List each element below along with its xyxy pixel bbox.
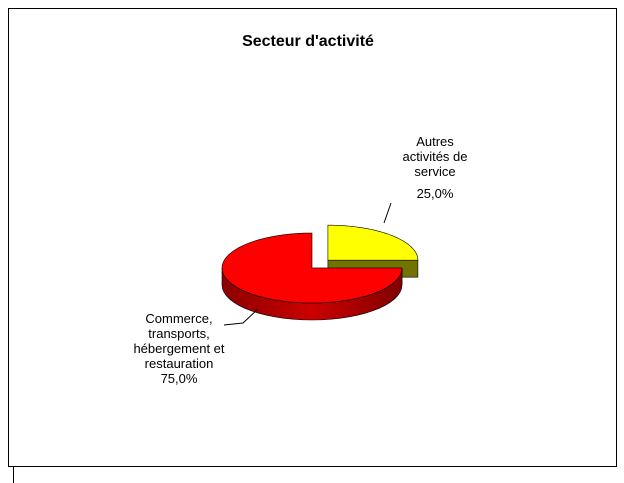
category-label: Commerce, transports, hébergement et res… [133, 311, 225, 371]
value-label: 75,0% [160, 371, 198, 386]
leader-line [383, 202, 392, 224]
slice [327, 224, 419, 261]
category-label: Autres activités de service [402, 134, 468, 179]
leader-line [223, 308, 259, 326]
value-label: 25,0% [416, 186, 454, 201]
slice [221, 232, 403, 304]
chart-title: Secteur d'activité [242, 33, 374, 50]
chart-border [8, 8, 617, 467]
